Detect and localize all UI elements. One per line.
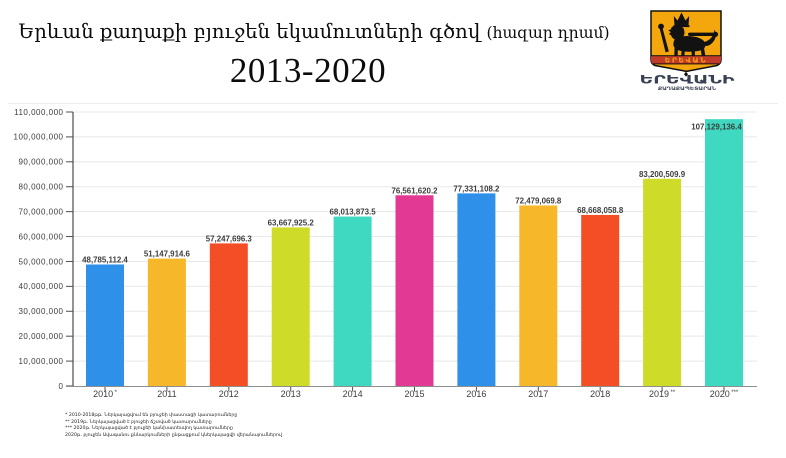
- y-axis-label: 100,000,000: [14, 133, 64, 142]
- x-axis-label: 2014: [343, 389, 363, 399]
- bar-2016: [457, 193, 496, 386]
- bar-2010: [86, 264, 124, 386]
- y-axis-label: 10,000,000: [18, 357, 63, 366]
- bar-2015: [395, 195, 434, 386]
- x-axis-label: 2016: [466, 389, 486, 399]
- coat-of-arms-icon: ԵՐԵՎԱՆ: [650, 10, 722, 77]
- x-axis-label: 2010 *: [93, 389, 118, 399]
- x-axis-label: 2019 **: [649, 389, 676, 399]
- bar-value-label: 76,561,620.2: [391, 186, 438, 195]
- yerevan-municipality-logo: ԵՐԵՎԱՆ ԵՐԵՎԱՆԻ ՔԱՂԱՔԱՊԵՏԱՐԱՆ: [640, 10, 735, 91]
- footnote-line: ** 2019թ. Ներկայացված է բյուջեի ճշտված կ…: [65, 419, 212, 425]
- page-subtitle-years: 2013-2020: [229, 51, 387, 90]
- x-axis-label: 2015: [404, 389, 424, 399]
- footnote-line: 2020թ. բյուջեն Ավագանու քննարկումների ըն…: [65, 432, 282, 438]
- bar-2019: [643, 178, 682, 386]
- bar-2014: [333, 216, 372, 386]
- bar-value-label: 51,147,914.6: [144, 250, 191, 259]
- y-axis-label: 60,000,000: [18, 232, 63, 241]
- bar-value-label: 57,247,696.3: [206, 234, 253, 243]
- y-axis-label: 80,000,000: [18, 183, 63, 192]
- bar-value-label: 77,331,108.2: [453, 184, 500, 193]
- bar-value-label: 107,129,136.4: [691, 123, 742, 132]
- x-axis-label: 2012: [219, 389, 239, 399]
- x-axis-label: 2020 ***: [710, 389, 739, 399]
- bar-value-label: 83,200,509.9: [639, 170, 686, 179]
- logo-subtitle: ՔԱՂԱՔԱՊԵՏԱՐԱՆ: [658, 86, 716, 91]
- footnote-line: *** 2020թ. Ներկայացված է բյուջեի կանխատե…: [65, 426, 233, 431]
- bar-2017: [519, 205, 558, 386]
- bar-2018: [581, 214, 620, 386]
- page-title-main: Երևան քաղաքի բյուջեն եկամուտների գծով: [18, 20, 487, 43]
- y-axis-label: 50,000,000: [18, 257, 63, 266]
- shield-banner-text: ԵՐԵՎԱՆ: [665, 55, 707, 64]
- bar-2012: [209, 243, 248, 386]
- y-axis-label: 40,000,000: [18, 282, 63, 291]
- bar-value-label: 68,013,873.5: [330, 208, 377, 217]
- footnote-line: * 2010-2018թթ. Ներկայացվում են բյուջեի փ…: [65, 413, 238, 418]
- x-axis-label: 2011: [157, 389, 176, 399]
- y-axis-label: 20,000,000: [18, 332, 63, 341]
- footnotes: * 2010-2018թթ. Ներկայացվում են բյուջեի փ…: [65, 413, 282, 439]
- bar-value-label: 63,667,925.2: [268, 218, 315, 227]
- y-axis-label: 0: [59, 382, 64, 391]
- y-axis-label: 110,000,000: [14, 108, 63, 117]
- bar-value-label: 48,785,112.4: [82, 255, 128, 264]
- crown-icon: [673, 12, 690, 28]
- bar-value-label: 72,479,069.8: [515, 196, 562, 205]
- bar-value-label: 68,668,058.8: [577, 206, 624, 215]
- bar-2013: [271, 227, 310, 386]
- y-axis-label: 70,000,000: [18, 207, 63, 216]
- page-title-unit: (հազար դրամ): [486, 24, 610, 42]
- logo-wordmark: ԵՐԵՎԱՆԻ: [640, 73, 735, 87]
- x-axis-label: 2018: [590, 389, 610, 399]
- bar-2011: [147, 258, 186, 386]
- chart-top-divider: [8, 103, 778, 104]
- bar-2020: [705, 119, 743, 386]
- x-axis-label: 2013: [281, 389, 301, 399]
- y-axis-label: 30,000,000: [18, 307, 63, 316]
- page-title: Երևան քաղաքի բյուջեն եկամուտների գծով (հ…: [0, 20, 628, 43]
- y-axis-label: 90,000,000: [18, 158, 63, 167]
- x-axis-label: 2017: [528, 389, 548, 399]
